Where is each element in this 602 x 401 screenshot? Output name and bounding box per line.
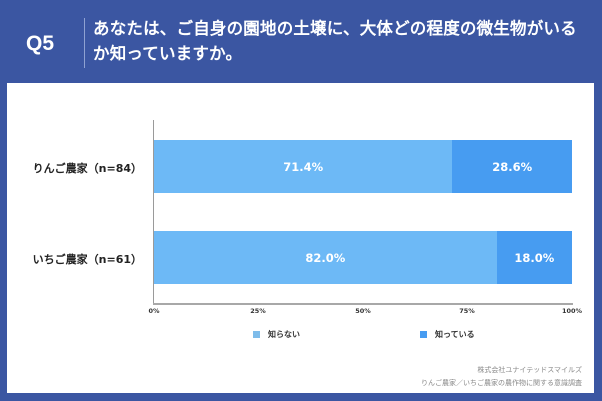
category-label-strawberry: いちご農家（n=61）: [32, 253, 142, 266]
x-tick-100: 100%: [561, 307, 583, 315]
chart-card: りんご農家（n=84） いちご農家（n=61） 71.4% 28.6% 82.0…: [7, 83, 594, 393]
x-tick-25: 25%: [250, 307, 266, 315]
y-axis-line: [153, 120, 154, 304]
x-tick-75: 75%: [459, 307, 475, 315]
legend-item-unknown: 知らない: [253, 329, 300, 340]
category-label-apple: りんご農家（n=84）: [32, 162, 142, 175]
page-title: あなたは、ご自身の園地の土壌に、大体どの程度の微生物がいるか知っていますか。: [93, 19, 577, 63]
source-survey: りんご農家／いちご農家の農作物に関する意識調査: [421, 379, 582, 387]
legend-label-unknown: 知らない: [268, 330, 300, 339]
legend-swatch-unknown: [253, 331, 260, 338]
bar-segment-known: 18.0%: [496, 231, 572, 284]
question-number: Q5: [26, 32, 55, 55]
legend-label-known: 知っている: [435, 330, 475, 339]
source-company: 株式会社ユナイテッドスマイルズ: [477, 366, 582, 374]
x-tick-0: 0%: [148, 307, 160, 315]
legend-item-known: 知っている: [420, 329, 475, 340]
bar-strawberry: 82.0% 18.0%: [154, 231, 572, 284]
bar-segment-unknown: 82.0%: [154, 231, 497, 284]
x-tick-50: 50%: [355, 307, 371, 315]
bar-segment-known: 28.6%: [452, 140, 572, 193]
header-divider: [84, 18, 85, 68]
bar-segment-unknown: 71.4%: [154, 140, 453, 193]
legend-swatch-known: [420, 331, 427, 338]
x-axis-line: [153, 303, 573, 305]
bar-apple: 71.4% 28.6%: [154, 140, 572, 193]
